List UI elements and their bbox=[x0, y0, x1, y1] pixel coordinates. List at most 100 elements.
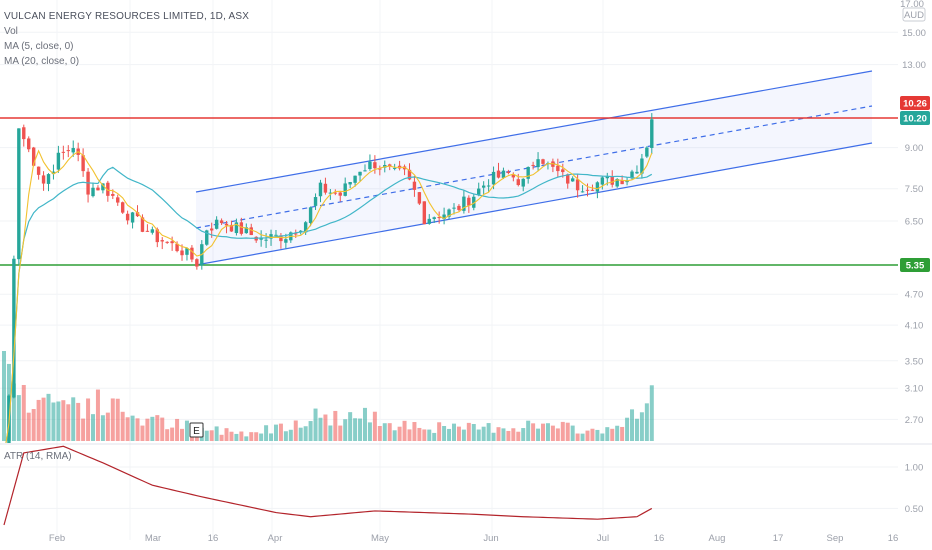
volume-bar bbox=[71, 397, 76, 441]
ma20-line bbox=[5, 166, 653, 443]
candle-body bbox=[605, 176, 609, 179]
candle-body bbox=[561, 169, 565, 173]
channel-upper-line[interactable] bbox=[195, 70, 873, 193]
candlesticks bbox=[7, 113, 654, 443]
volume-bar bbox=[466, 422, 471, 441]
currency-badge[interactable] bbox=[902, 7, 926, 22]
volume-bar bbox=[630, 409, 635, 441]
candle-body bbox=[175, 243, 179, 252]
volume-bar bbox=[313, 408, 318, 441]
channel-mid-line[interactable] bbox=[195, 105, 873, 229]
candle-body bbox=[526, 166, 530, 179]
volume-bar bbox=[249, 432, 254, 441]
volume-bar bbox=[496, 427, 501, 441]
volume-bar bbox=[224, 428, 229, 441]
volume-bar bbox=[644, 403, 649, 441]
price-badge bbox=[900, 96, 930, 110]
candle-body bbox=[481, 185, 486, 188]
atr-line bbox=[3, 445, 653, 526]
volume-bar bbox=[506, 430, 511, 441]
volume-bar bbox=[442, 426, 447, 441]
time-tick-label: 16 bbox=[888, 533, 899, 544]
price-axis-top-tick: 17.00 bbox=[900, 0, 924, 10]
candle-body bbox=[269, 234, 273, 239]
volume-bar bbox=[575, 433, 580, 441]
volume-bar bbox=[486, 423, 491, 441]
volume-bar bbox=[367, 422, 372, 441]
volume-bar bbox=[145, 418, 150, 441]
volume-bar bbox=[550, 425, 555, 441]
volume-bar bbox=[125, 417, 130, 441]
candle-body bbox=[333, 192, 338, 194]
candle-body bbox=[36, 166, 41, 175]
candle-body bbox=[323, 183, 328, 193]
price-badge bbox=[900, 258, 930, 272]
symbol-title[interactable]: VULCAN ENERGY RESOURCES LIMITED, 1D, ASX bbox=[4, 11, 250, 22]
time-tick-label: May bbox=[371, 533, 389, 544]
candle-body bbox=[284, 239, 288, 243]
candle-body bbox=[195, 259, 199, 267]
parallel-channel[interactable] bbox=[195, 70, 873, 266]
volume-bar bbox=[471, 424, 476, 441]
time-axis[interactable]: Feb Mar 16 Apr May Jun Jul 16 Aug 17 Sep 16 bbox=[49, 533, 898, 544]
candle-body bbox=[101, 183, 105, 191]
candle-body bbox=[308, 207, 313, 224]
legend-ma20[interactable]: MA (20, close, 0) bbox=[4, 56, 80, 67]
volume-bar bbox=[155, 415, 160, 441]
volume-bar bbox=[610, 428, 615, 441]
volume-bar bbox=[491, 432, 496, 441]
volume-bar bbox=[86, 398, 91, 441]
candle-body bbox=[239, 222, 244, 234]
candle-body bbox=[209, 228, 214, 231]
volume-bar bbox=[120, 411, 125, 441]
candle-body bbox=[388, 164, 392, 167]
volume-bar bbox=[362, 407, 367, 441]
candle-body bbox=[244, 227, 249, 234]
earnings-marker[interactable]: E bbox=[189, 422, 204, 438]
volume-bar bbox=[422, 429, 427, 441]
candle-body bbox=[442, 214, 446, 219]
volume-bar bbox=[130, 415, 135, 441]
volume-bar bbox=[269, 433, 274, 441]
candle-body bbox=[71, 148, 75, 153]
time-tick-label: 16 bbox=[208, 533, 219, 544]
volume-bar bbox=[353, 418, 358, 441]
candle-body bbox=[595, 182, 600, 192]
time-tick-label: Feb bbox=[49, 533, 65, 544]
volume-bar bbox=[639, 412, 644, 441]
candle-body bbox=[249, 227, 253, 236]
volume-bar bbox=[620, 426, 625, 441]
candle-body bbox=[106, 182, 110, 196]
candle-body bbox=[219, 220, 224, 224]
candle-body bbox=[457, 205, 461, 210]
volume-bar bbox=[625, 417, 630, 441]
legend-vol[interactable]: Vol bbox=[4, 26, 18, 37]
volume-bar bbox=[76, 402, 81, 441]
candle-body bbox=[130, 212, 135, 223]
volume-bar bbox=[590, 428, 595, 441]
volume-bar bbox=[392, 430, 397, 441]
volume-bar bbox=[234, 433, 239, 441]
candle-body bbox=[521, 178, 525, 187]
candle-body bbox=[437, 216, 441, 219]
candle-body bbox=[585, 189, 590, 191]
volume-bar bbox=[560, 421, 565, 441]
candle-body bbox=[180, 250, 184, 256]
volume-bar bbox=[358, 418, 363, 441]
volume-bar bbox=[417, 427, 422, 441]
channel-lower-line[interactable] bbox=[195, 142, 873, 266]
volume-bar bbox=[615, 425, 620, 441]
volume-bar bbox=[516, 431, 521, 441]
atr-legend[interactable]: ATR (14, RMA) bbox=[4, 451, 72, 462]
volume-bar bbox=[432, 432, 437, 441]
price-tick-label: 9.00 bbox=[905, 143, 924, 154]
volume-bar bbox=[372, 411, 377, 441]
candle-body bbox=[41, 175, 46, 184]
volume-bar bbox=[2, 351, 6, 441]
candle-body bbox=[190, 247, 194, 260]
ma5-line bbox=[5, 149, 653, 443]
legend-ma5[interactable]: MA (5, close, 0) bbox=[4, 41, 74, 52]
price-axis[interactable]: 17.00 AUD 15.00 13.00 9.00 7.50 6.50 4.70 4.10… bbox=[900, 0, 926, 426]
volume-bar bbox=[66, 404, 71, 441]
